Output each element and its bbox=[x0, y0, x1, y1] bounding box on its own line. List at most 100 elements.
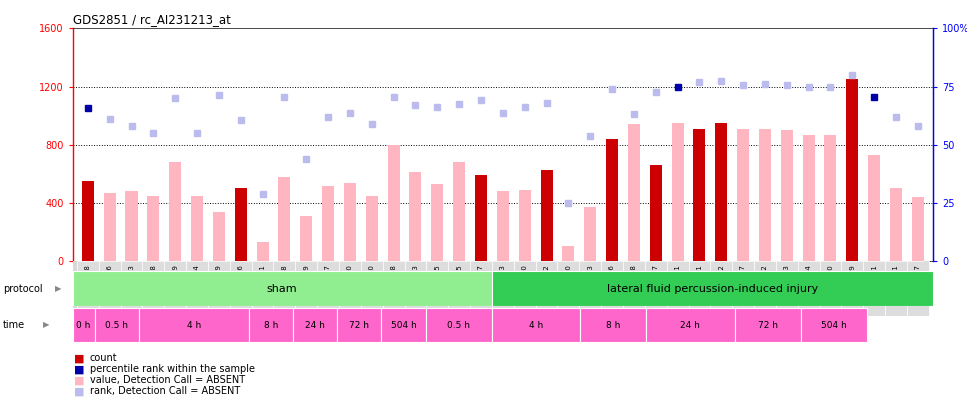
Bar bbox=[711, 261, 732, 316]
Bar bbox=[388, 145, 399, 261]
Bar bbox=[73, 308, 95, 342]
Bar bbox=[95, 308, 138, 342]
Text: 504 h: 504 h bbox=[391, 320, 417, 330]
Text: 24 h: 24 h bbox=[681, 320, 700, 330]
Bar bbox=[103, 193, 116, 261]
Text: 72 h: 72 h bbox=[758, 320, 777, 330]
Text: ▶: ▶ bbox=[43, 320, 49, 330]
Text: 0.5 h: 0.5 h bbox=[105, 320, 129, 330]
Bar bbox=[300, 216, 312, 261]
Text: value, Detection Call = ABSENT: value, Detection Call = ABSENT bbox=[90, 375, 245, 385]
Text: GSM44532: GSM44532 bbox=[718, 264, 724, 302]
Bar bbox=[650, 165, 661, 261]
Bar bbox=[497, 191, 509, 261]
Text: rank, Detection Call = ABSENT: rank, Detection Call = ABSENT bbox=[90, 386, 240, 396]
Bar bbox=[251, 261, 274, 316]
Bar bbox=[492, 271, 933, 306]
Bar bbox=[164, 261, 186, 316]
Text: GSM44509: GSM44509 bbox=[216, 264, 221, 302]
Bar bbox=[366, 196, 378, 261]
Text: GSM44467: GSM44467 bbox=[325, 264, 331, 302]
Text: GSM44511: GSM44511 bbox=[259, 264, 266, 302]
Bar bbox=[121, 261, 142, 316]
Bar bbox=[689, 261, 711, 316]
Bar bbox=[293, 308, 337, 342]
Bar bbox=[868, 155, 880, 261]
Text: GSM44482: GSM44482 bbox=[762, 264, 768, 302]
Bar bbox=[186, 261, 208, 316]
Bar bbox=[73, 271, 492, 306]
Bar bbox=[317, 261, 339, 316]
Bar bbox=[230, 261, 251, 316]
Bar bbox=[249, 308, 293, 342]
Text: GSM44491: GSM44491 bbox=[675, 264, 681, 302]
Text: GSM44488: GSM44488 bbox=[150, 264, 157, 302]
Bar bbox=[584, 207, 597, 261]
Bar bbox=[337, 308, 381, 342]
Bar bbox=[820, 261, 841, 316]
Bar bbox=[623, 261, 645, 316]
Text: GSM44485: GSM44485 bbox=[434, 264, 440, 302]
Bar bbox=[716, 123, 727, 261]
Bar bbox=[846, 79, 859, 261]
Bar bbox=[579, 261, 601, 316]
Text: GSM44500: GSM44500 bbox=[566, 264, 571, 302]
Text: GSM44490: GSM44490 bbox=[368, 264, 375, 302]
Bar bbox=[732, 261, 754, 316]
Text: percentile rank within the sample: percentile rank within the sample bbox=[90, 364, 255, 374]
Bar bbox=[735, 308, 801, 342]
Bar bbox=[890, 188, 902, 261]
Text: GSM44466: GSM44466 bbox=[609, 264, 615, 302]
Bar bbox=[409, 173, 422, 261]
Text: count: count bbox=[90, 354, 118, 363]
Text: 0 h: 0 h bbox=[76, 320, 91, 330]
Text: GSM44520: GSM44520 bbox=[828, 264, 834, 302]
Bar bbox=[425, 308, 492, 342]
Bar bbox=[628, 124, 640, 261]
Bar bbox=[449, 261, 470, 316]
Bar bbox=[601, 261, 623, 316]
Bar bbox=[142, 261, 164, 316]
Text: 0.5 h: 0.5 h bbox=[447, 320, 470, 330]
Bar bbox=[776, 261, 798, 316]
Text: GSM44497: GSM44497 bbox=[915, 264, 921, 302]
Bar bbox=[295, 261, 317, 316]
Text: GSM44496: GSM44496 bbox=[106, 264, 113, 302]
Bar bbox=[470, 261, 492, 316]
Text: GSM44498: GSM44498 bbox=[630, 264, 637, 302]
Text: protocol: protocol bbox=[3, 284, 43, 294]
Bar bbox=[759, 129, 771, 261]
Bar bbox=[404, 261, 426, 316]
Text: GSM44507: GSM44507 bbox=[478, 264, 484, 302]
Text: 8 h: 8 h bbox=[606, 320, 621, 330]
Text: time: time bbox=[3, 320, 25, 330]
Text: ■: ■ bbox=[73, 375, 84, 385]
Text: ■: ■ bbox=[73, 354, 84, 363]
Text: 4 h: 4 h bbox=[529, 320, 543, 330]
Text: GSM44484: GSM44484 bbox=[806, 264, 811, 302]
Text: lateral fluid percussion-induced injury: lateral fluid percussion-induced injury bbox=[607, 284, 818, 294]
Bar bbox=[798, 261, 820, 316]
Bar bbox=[557, 261, 579, 316]
Text: GSM44481: GSM44481 bbox=[893, 264, 899, 302]
Bar bbox=[563, 246, 574, 261]
Bar bbox=[344, 183, 356, 261]
Text: GSM44529: GSM44529 bbox=[304, 264, 309, 302]
Text: GSM44528: GSM44528 bbox=[281, 264, 287, 302]
Bar bbox=[737, 129, 749, 261]
Bar bbox=[361, 261, 383, 316]
Bar bbox=[426, 261, 449, 316]
Text: GSM44495: GSM44495 bbox=[456, 264, 462, 302]
Bar bbox=[235, 188, 247, 261]
Bar bbox=[541, 170, 552, 261]
Bar bbox=[912, 197, 923, 261]
Text: GSM44480: GSM44480 bbox=[521, 264, 528, 302]
Text: GSM44489: GSM44489 bbox=[172, 264, 178, 302]
Text: 8 h: 8 h bbox=[264, 320, 278, 330]
Bar bbox=[841, 261, 864, 316]
Text: GSM44493: GSM44493 bbox=[784, 264, 790, 302]
Bar bbox=[381, 308, 425, 342]
Text: ▶: ▶ bbox=[55, 284, 62, 293]
Text: GSM44492: GSM44492 bbox=[543, 264, 549, 302]
Bar bbox=[606, 139, 618, 261]
